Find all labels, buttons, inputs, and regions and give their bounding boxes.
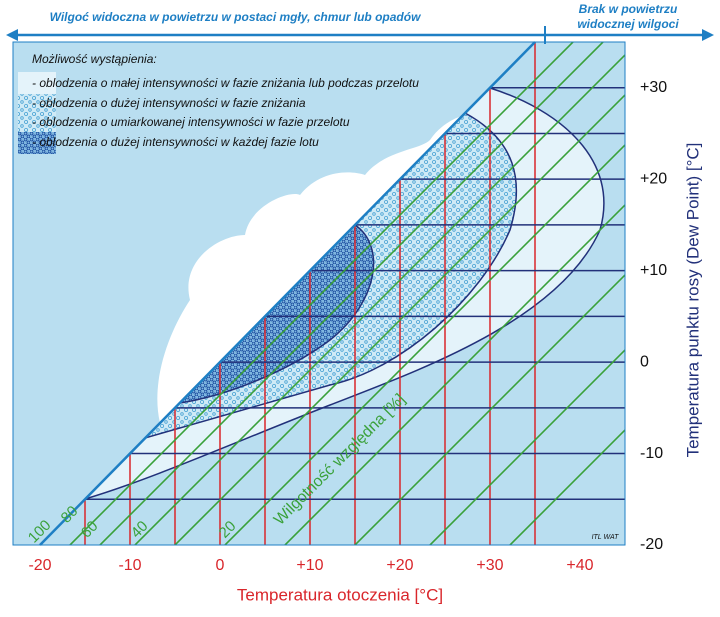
rh-line — [69, 42, 574, 545]
rh-line — [429, 42, 625, 545]
legend-title: Możliwość wystąpienia: — [32, 52, 157, 66]
credit: ITL WAT — [592, 534, 620, 541]
x-tick-label: +20 — [386, 557, 413, 574]
legend-entry: - oblodzenia o umiarkowanej intensywnośc… — [32, 115, 350, 129]
legend-entry: - oblodzenia o dużej intensywności w faz… — [32, 96, 306, 110]
legend-swatch — [18, 132, 56, 154]
rh-line — [224, 42, 625, 545]
saturation-line — [39, 41, 536, 546]
rh-line — [99, 42, 604, 545]
x-tick-label: +30 — [476, 557, 503, 574]
x-tick-label: 0 — [216, 557, 225, 574]
x-axis-title: Temperatura otoczenia [°C] — [237, 585, 443, 604]
arrow-head — [6, 29, 18, 41]
legend-swatch — [18, 116, 56, 132]
rh-line — [354, 42, 625, 545]
legend-entry: - oblodzenia o dużej intensywności w każ… — [32, 135, 319, 149]
top-right-label: widocznej wilgoci — [577, 17, 679, 31]
y-tick-label: -10 — [640, 445, 663, 462]
rh-line — [284, 42, 625, 545]
legend-swatch — [18, 72, 56, 94]
rh-lines — [69, 42, 625, 545]
x-tick-label: +10 — [296, 557, 323, 574]
y-tick-label: 0 — [640, 353, 649, 370]
x-tick-label: +40 — [566, 557, 593, 574]
y-axis-title: Temperatura punktu rosy (Dew Point) [°C] — [683, 143, 702, 458]
plot-border — [12, 41, 626, 546]
y-tick-label: +20 — [640, 170, 667, 187]
top-right-label: Brak w powietrzu — [579, 2, 678, 16]
top-left-label: Wilgoć widoczna w powietrzu w postaci mg… — [50, 10, 421, 24]
rh-line — [174, 42, 625, 545]
rh-line — [509, 42, 625, 545]
x-tick-label: -20 — [28, 557, 51, 574]
rh-line — [134, 42, 625, 545]
y-tick-label: -20 — [640, 536, 663, 553]
arrow-head — [702, 29, 714, 41]
y-tick-label: +10 — [640, 262, 667, 279]
y-tick-label: +30 — [640, 79, 667, 96]
legend-entry: - oblodzenia o małej intensywności w faz… — [32, 76, 419, 90]
legend-swatch — [18, 94, 56, 116]
x-tick-label: -10 — [118, 557, 141, 574]
